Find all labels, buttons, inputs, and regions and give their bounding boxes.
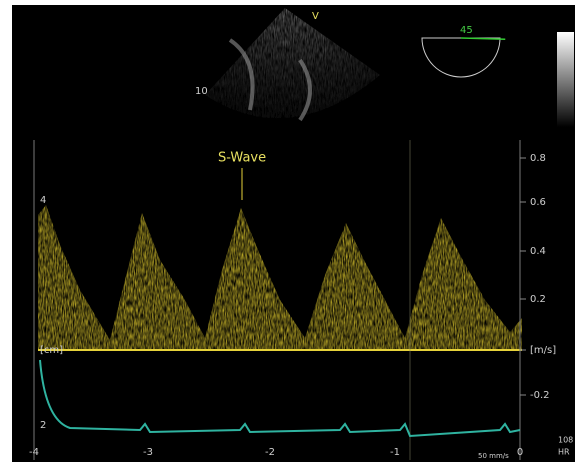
left-tick-label: 2: [40, 420, 46, 431]
time-tick-label: -2: [265, 447, 275, 458]
echo-depth: 10: [195, 86, 208, 97]
right-tick-label: -0.2: [530, 390, 550, 401]
heart-rate-unit: HR: [558, 448, 570, 457]
doppler-screen: V 10 45 S-Wave 0.8 0.6 0.4 0.2 [m/s] -0.2 4 [c…: [0, 0, 587, 471]
right-tick-label: [m/s]: [530, 345, 556, 356]
echo-marker: V: [312, 11, 319, 22]
right-tick-label: 0.8: [530, 153, 546, 164]
annotation: S-Wave: [218, 151, 266, 166]
body: {"echo_labels": {"marker": "V", "left_nu…: [0, 0, 587, 471]
time-tick-label: -4: [29, 447, 39, 458]
page: Doppler html, body { margin: 0; padding:…: [0, 0, 587, 471]
left-tick-label: [cm]: [40, 345, 63, 356]
left-tick-label: 4: [40, 195, 46, 206]
angle-value: 45: [460, 25, 473, 36]
time-tick-label: 0: [517, 447, 523, 458]
heart-rate-value: 108: [558, 436, 573, 445]
sweep-speed: 50 mm/s: [478, 452, 509, 460]
right-tick-label: 0.6: [530, 197, 546, 208]
right-tick-label: 0.2: [530, 294, 546, 305]
right-tick-label: 0.4: [530, 246, 546, 257]
grayscale-bar: [557, 32, 574, 127]
time-tick-label: -3: [143, 447, 153, 458]
time-tick-label: -1: [390, 447, 400, 458]
